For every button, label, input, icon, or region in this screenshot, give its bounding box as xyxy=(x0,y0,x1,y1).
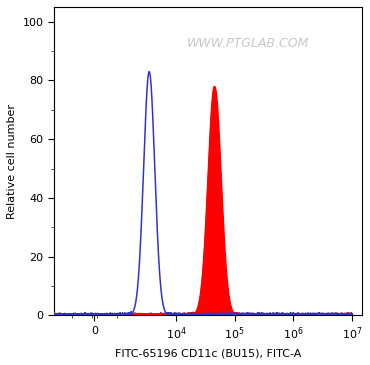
X-axis label: FITC-65196 CD11c (BU15), FITC-A: FITC-65196 CD11c (BU15), FITC-A xyxy=(115,348,301,358)
Y-axis label: Relative cell number: Relative cell number xyxy=(7,104,17,219)
Text: WWW.PTGLAB.COM: WWW.PTGLAB.COM xyxy=(187,38,309,50)
